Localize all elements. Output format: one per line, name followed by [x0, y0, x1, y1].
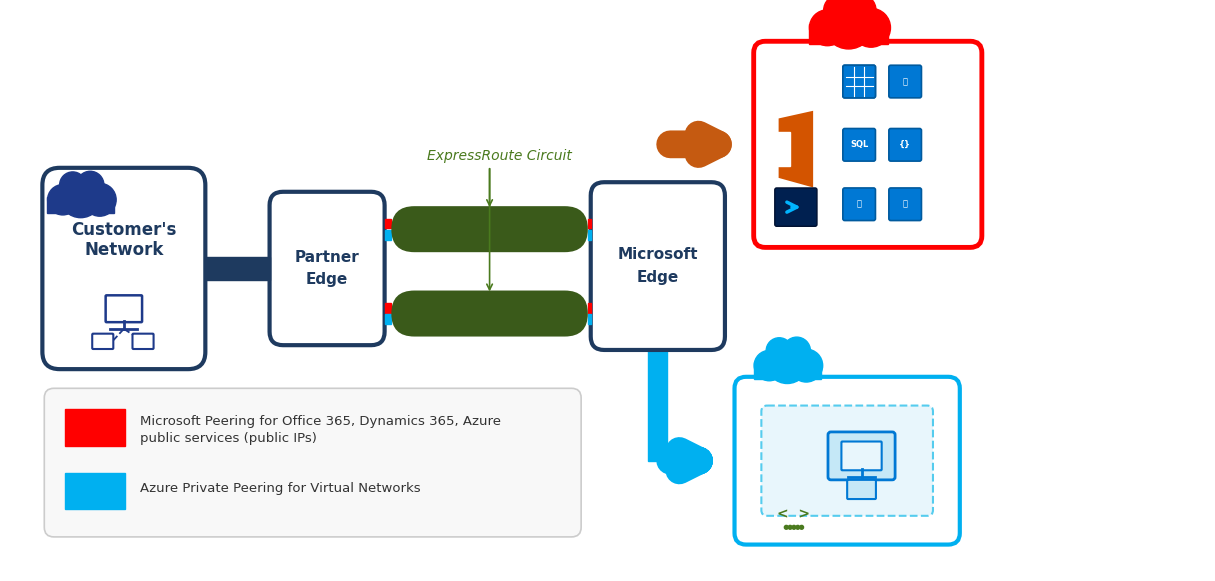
- Circle shape: [824, 0, 874, 49]
- Bar: [385, 303, 391, 313]
- FancyBboxPatch shape: [44, 388, 581, 537]
- FancyBboxPatch shape: [842, 442, 882, 470]
- FancyBboxPatch shape: [827, 432, 895, 480]
- Bar: [588, 230, 590, 240]
- FancyBboxPatch shape: [889, 65, 921, 98]
- Circle shape: [77, 171, 104, 199]
- Text: public services (public IPs): public services (public IPs): [140, 432, 317, 446]
- Text: {}: {}: [899, 141, 911, 149]
- FancyBboxPatch shape: [270, 192, 385, 345]
- Text: 🐘: 🐘: [903, 77, 908, 86]
- Circle shape: [60, 172, 86, 198]
- Text: Azure Private Peering for Virtual Networks: Azure Private Peering for Virtual Networ…: [140, 482, 420, 495]
- Circle shape: [792, 525, 796, 529]
- Circle shape: [60, 175, 102, 218]
- Bar: [66, 410, 125, 446]
- Text: ExpressRoute Circuit: ExpressRoute Circuit: [426, 149, 571, 163]
- Circle shape: [84, 183, 117, 216]
- Bar: [588, 303, 590, 313]
- Bar: [588, 314, 590, 324]
- Bar: [649, 350, 667, 461]
- Circle shape: [843, 0, 876, 27]
- FancyBboxPatch shape: [92, 333, 113, 349]
- Bar: [649, 182, 667, 248]
- FancyBboxPatch shape: [889, 128, 921, 161]
- Circle shape: [767, 341, 808, 383]
- FancyBboxPatch shape: [106, 295, 142, 322]
- FancyBboxPatch shape: [132, 333, 153, 349]
- Bar: [205, 257, 270, 280]
- Circle shape: [782, 337, 810, 364]
- Text: Secondary Connection: Secondary Connection: [419, 307, 560, 320]
- FancyBboxPatch shape: [43, 168, 205, 369]
- Bar: [47, 196, 114, 213]
- Circle shape: [767, 338, 792, 364]
- Bar: [385, 218, 391, 228]
- Circle shape: [824, 0, 854, 26]
- Text: <  >: < >: [778, 507, 810, 521]
- FancyBboxPatch shape: [391, 290, 588, 336]
- Circle shape: [852, 8, 891, 47]
- Circle shape: [809, 10, 846, 46]
- Circle shape: [785, 525, 789, 529]
- FancyBboxPatch shape: [843, 128, 876, 161]
- FancyBboxPatch shape: [843, 65, 876, 98]
- Text: Customer's
Network: Customer's Network: [72, 221, 176, 259]
- Bar: [588, 218, 590, 228]
- FancyBboxPatch shape: [847, 480, 876, 499]
- Circle shape: [789, 525, 792, 529]
- FancyBboxPatch shape: [843, 188, 876, 221]
- FancyBboxPatch shape: [391, 206, 588, 252]
- Circle shape: [47, 185, 78, 215]
- Polygon shape: [779, 111, 813, 188]
- Circle shape: [755, 350, 785, 381]
- FancyBboxPatch shape: [889, 188, 921, 221]
- FancyBboxPatch shape: [753, 41, 982, 248]
- Text: Primary Connection: Primary Connection: [428, 223, 552, 236]
- Circle shape: [796, 525, 799, 529]
- Text: 🌐: 🌐: [903, 200, 908, 209]
- Bar: [809, 24, 888, 44]
- Bar: [753, 363, 821, 379]
- Text: 🖥: 🖥: [857, 200, 861, 209]
- FancyBboxPatch shape: [843, 65, 876, 98]
- FancyBboxPatch shape: [762, 406, 933, 516]
- Circle shape: [790, 349, 823, 382]
- Bar: [776, 132, 790, 166]
- Bar: [385, 314, 391, 324]
- FancyBboxPatch shape: [590, 182, 725, 350]
- Bar: [66, 473, 125, 509]
- Bar: [385, 230, 391, 240]
- Text: SQL: SQL: [850, 141, 869, 149]
- Text: Microsoft
Edge: Microsoft Edge: [617, 248, 699, 285]
- FancyBboxPatch shape: [735, 377, 960, 544]
- FancyBboxPatch shape: [775, 188, 816, 226]
- Text: Partner
Edge: Partner Edge: [295, 250, 360, 287]
- Circle shape: [799, 525, 803, 529]
- Text: Microsoft Peering for Office 365, Dynamics 365, Azure: Microsoft Peering for Office 365, Dynami…: [140, 415, 501, 428]
